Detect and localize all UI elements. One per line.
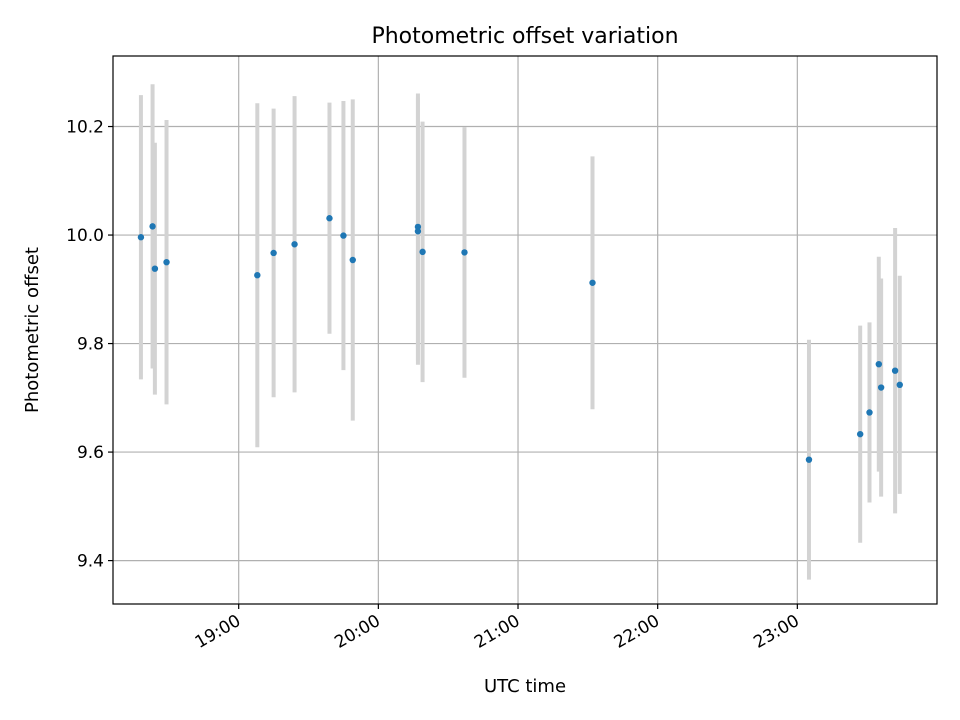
plot-frame <box>112 55 938 605</box>
data-point <box>891 367 899 374</box>
data-point <box>254 272 261 279</box>
data-point <box>866 409 873 416</box>
data-point <box>856 430 864 438</box>
data-point <box>326 215 333 222</box>
y-tick-label: 10.0 <box>66 226 104 246</box>
x-axis-label: UTC time <box>484 676 566 697</box>
data-point <box>877 384 885 391</box>
y-tick-label: 9.8 <box>77 335 104 355</box>
data-point <box>270 249 277 257</box>
data-point <box>149 223 156 230</box>
data-point <box>896 381 903 388</box>
data-point <box>805 456 813 463</box>
y-tick-label: 9.6 <box>77 443 104 463</box>
data-point <box>461 249 468 256</box>
data-points <box>137 215 903 463</box>
data-point <box>340 232 347 239</box>
data-point <box>419 248 426 256</box>
grid <box>113 56 937 604</box>
y-axis-label: Photometric offset <box>22 247 43 413</box>
data-point <box>875 360 883 368</box>
data-point <box>163 258 170 266</box>
data-point <box>349 256 356 264</box>
data-point <box>291 241 298 248</box>
data-point <box>151 265 159 272</box>
chart-title: Photometric offset variation <box>371 24 678 49</box>
data-point <box>137 234 145 241</box>
data-point <box>589 279 596 286</box>
y-axis-ticks: 9.4 9.6 9.8 10.0 10.2 <box>66 118 113 572</box>
y-tick-label: 9.4 <box>77 552 104 572</box>
data-point <box>414 228 422 235</box>
y-tick-label: 10.2 <box>66 118 104 138</box>
